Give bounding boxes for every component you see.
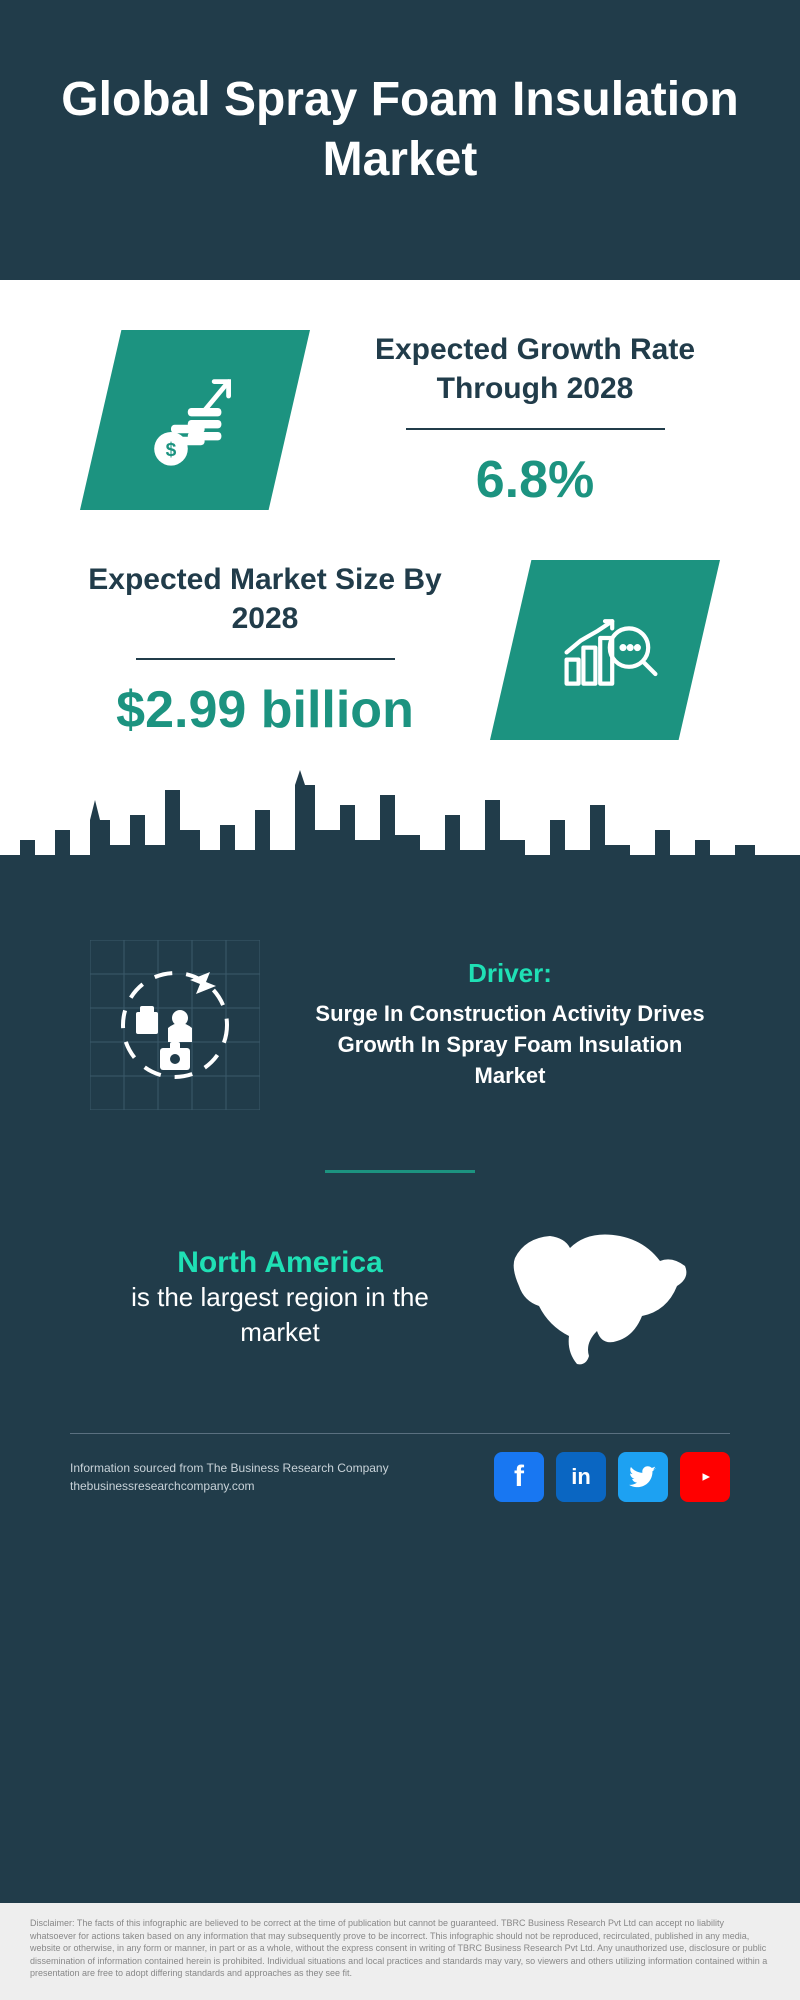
growth-rate-value: 6.8% xyxy=(350,450,720,510)
market-size-value: $2.99 billion xyxy=(80,680,450,740)
footer-source: Information sourced from The Business Re… xyxy=(70,1459,482,1495)
market-size-text: Expected Market Size By 2028 $2.99 billi… xyxy=(80,560,450,740)
footer: Information sourced from The Business Re… xyxy=(70,1452,730,1502)
driver-text: Driver: Surge In Construction Activity D… xyxy=(310,958,710,1091)
region-name: North America xyxy=(100,1246,460,1280)
driver-label: Driver: xyxy=(310,958,710,989)
money-growth-icon: $ xyxy=(80,330,310,510)
region-body: is the largest region in the market xyxy=(100,1280,460,1350)
section-divider xyxy=(325,1170,475,1173)
footer-divider xyxy=(70,1433,730,1434)
linkedin-icon[interactable]: in xyxy=(556,1452,606,1502)
growth-rate-title: Expected Growth Rate Through 2028 xyxy=(350,330,720,408)
north-america-map-icon xyxy=(500,1223,700,1373)
growth-rate-text: Expected Growth Rate Through 2028 6.8% xyxy=(350,330,720,510)
driver-grid-icon xyxy=(90,940,260,1110)
growth-rate-block: $ Expected Growth Rate Through 2028 6.8% xyxy=(0,280,800,530)
source-line: Information sourced from The Business Re… xyxy=(70,1459,482,1477)
divider xyxy=(406,428,665,430)
divider xyxy=(136,658,395,660)
market-size-title: Expected Market Size By 2028 xyxy=(80,560,450,638)
header: Global Spray Foam Insulation Market xyxy=(0,0,800,280)
driver-block: Driver: Surge In Construction Activity D… xyxy=(70,930,730,1140)
disclaimer-text: Disclaimer: The facts of this infographi… xyxy=(0,1903,800,2000)
youtube-icon[interactable] xyxy=(680,1452,730,1502)
region-block: North America is the largest region in t… xyxy=(70,1203,730,1433)
region-text: North America is the largest region in t… xyxy=(100,1246,460,1350)
chart-magnify-icon xyxy=(490,560,720,740)
facebook-icon[interactable]: f xyxy=(494,1452,544,1502)
svg-text:$: $ xyxy=(166,440,177,461)
twitter-icon[interactable] xyxy=(618,1452,668,1502)
source-site: thebusinessresearchcompany.com xyxy=(70,1477,482,1495)
infographic-page: Global Spray Foam Insulation Market xyxy=(0,0,800,2000)
page-title: Global Spray Foam Insulation Market xyxy=(60,70,740,190)
market-size-block: Expected Market Size By 2028 $2.99 billi… xyxy=(0,530,800,760)
driver-body: Surge In Construction Activity Drives Gr… xyxy=(310,999,710,1091)
skyline-graphic xyxy=(0,760,800,900)
dark-section: Driver: Surge In Construction Activity D… xyxy=(0,900,800,1903)
